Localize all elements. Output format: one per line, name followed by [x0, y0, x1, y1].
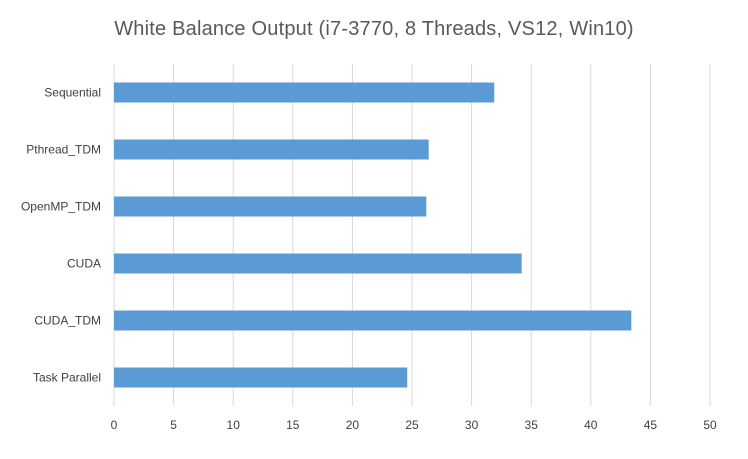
- x-tick-label: 35: [525, 418, 539, 432]
- x-tick-label: 50: [703, 418, 717, 432]
- x-tick-label: 30: [465, 418, 479, 432]
- x-tick-label: 25: [405, 418, 419, 432]
- x-tick-label: 20: [346, 418, 360, 432]
- bar: [114, 310, 632, 331]
- category-label: CUDA_TDM: [34, 314, 101, 328]
- gridlines: [113, 64, 711, 406]
- x-tick-label: 15: [286, 418, 300, 432]
- category-label: Pthread_TDM: [26, 143, 101, 157]
- category-label: OpenMP_TDM: [21, 200, 101, 214]
- x-tick-label: 10: [227, 418, 241, 432]
- x-tick-label: 45: [644, 418, 658, 432]
- bar: [114, 82, 495, 103]
- x-tick-label: 40: [584, 418, 598, 432]
- x-tick-label: 5: [170, 418, 177, 432]
- category-label: Task Parallel: [33, 371, 101, 385]
- chart-title: White Balance Output (i7-3770, 8 Threads…: [114, 18, 634, 40]
- x-axis-ticks: 0 5 10 15 20 25 30 35 40 45 50: [111, 418, 717, 432]
- category-label: CUDA: [67, 257, 101, 271]
- bar: [114, 367, 408, 388]
- bar: [114, 196, 427, 217]
- bars: [114, 82, 632, 388]
- bar: [114, 253, 522, 274]
- x-tick-label: 0: [111, 418, 118, 432]
- category-labels: Sequential Pthread_TDM OpenMP_TDM CUDA CUDA_…: [21, 86, 101, 385]
- category-label: Sequential: [44, 86, 101, 100]
- bar: [114, 139, 429, 160]
